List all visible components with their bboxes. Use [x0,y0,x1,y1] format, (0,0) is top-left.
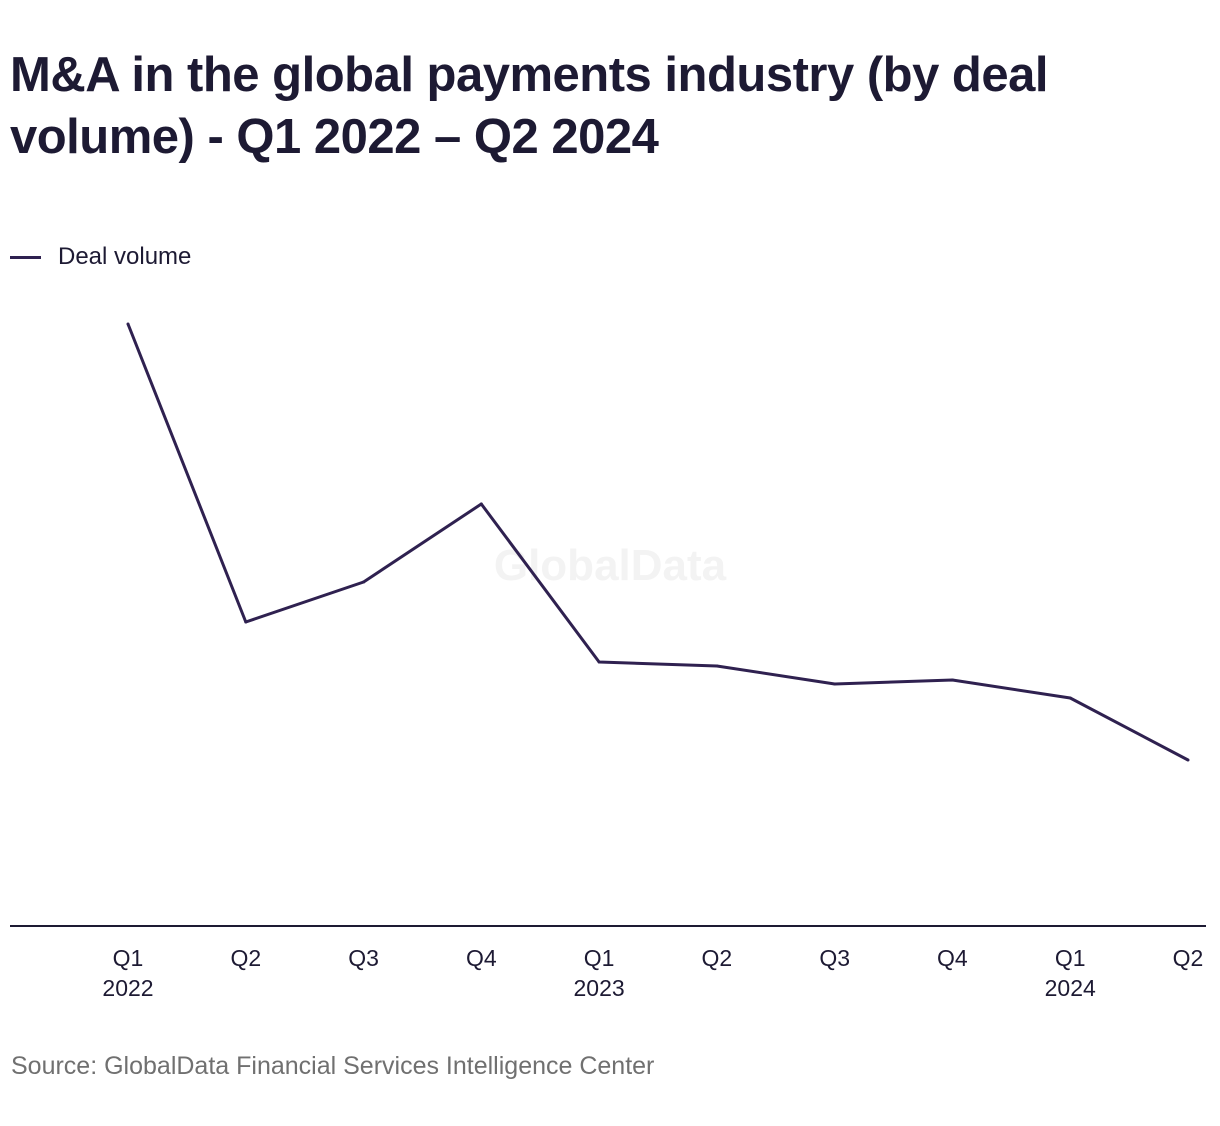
x-tick-label: Q2 [702,945,733,971]
data-point [362,580,366,584]
legend-label: Deal volume [58,243,192,270]
chart-title: M&A in the global payments industry (by … [10,48,1048,164]
x-tick-label: Q1 [113,945,144,971]
data-point [1186,758,1190,762]
x-tick-labels: Q1 2022 Q2 Q3 Q4 Q1 2023 Q2 Q3 Q4 Q1 2024 Q2 [102,945,1203,1001]
x-tick-year-label: 2023 [574,975,625,1001]
watermark-text: GlobalData [494,541,727,590]
legend-swatch [10,255,41,259]
data-point [1068,696,1072,700]
data-point [950,678,954,682]
legend: Deal volume [10,242,191,272]
series-layer [126,322,1190,762]
data-point [126,322,130,326]
data-point [715,664,719,668]
data-point [244,620,248,624]
source-note: Source: GlobalData Financial Services In… [11,1052,655,1080]
x-tick-label: Q2 [1173,945,1204,971]
series-line-0 [126,323,1189,762]
x-tick-label: Q3 [819,945,850,971]
data-point [597,660,601,664]
x-tick-year-label: 2024 [1045,975,1096,1001]
x-tick-label: Q1 [584,945,615,971]
x-tick-label: Q1 [1055,945,1086,971]
line-chart: GlobalData Q1 2022 Q2 Q3 Q4 Q1 2023 Q2 Q3 Q4 Q1 202… [10,322,1206,1001]
x-tick-label: Q2 [230,945,261,971]
x-tick-label: Q4 [466,945,497,971]
x-tick-label: Q3 [348,945,379,971]
x-tick-year-label: 2022 [102,975,153,1001]
data-point [479,502,483,506]
data-point [833,682,837,686]
x-tick-label: Q4 [937,945,968,971]
